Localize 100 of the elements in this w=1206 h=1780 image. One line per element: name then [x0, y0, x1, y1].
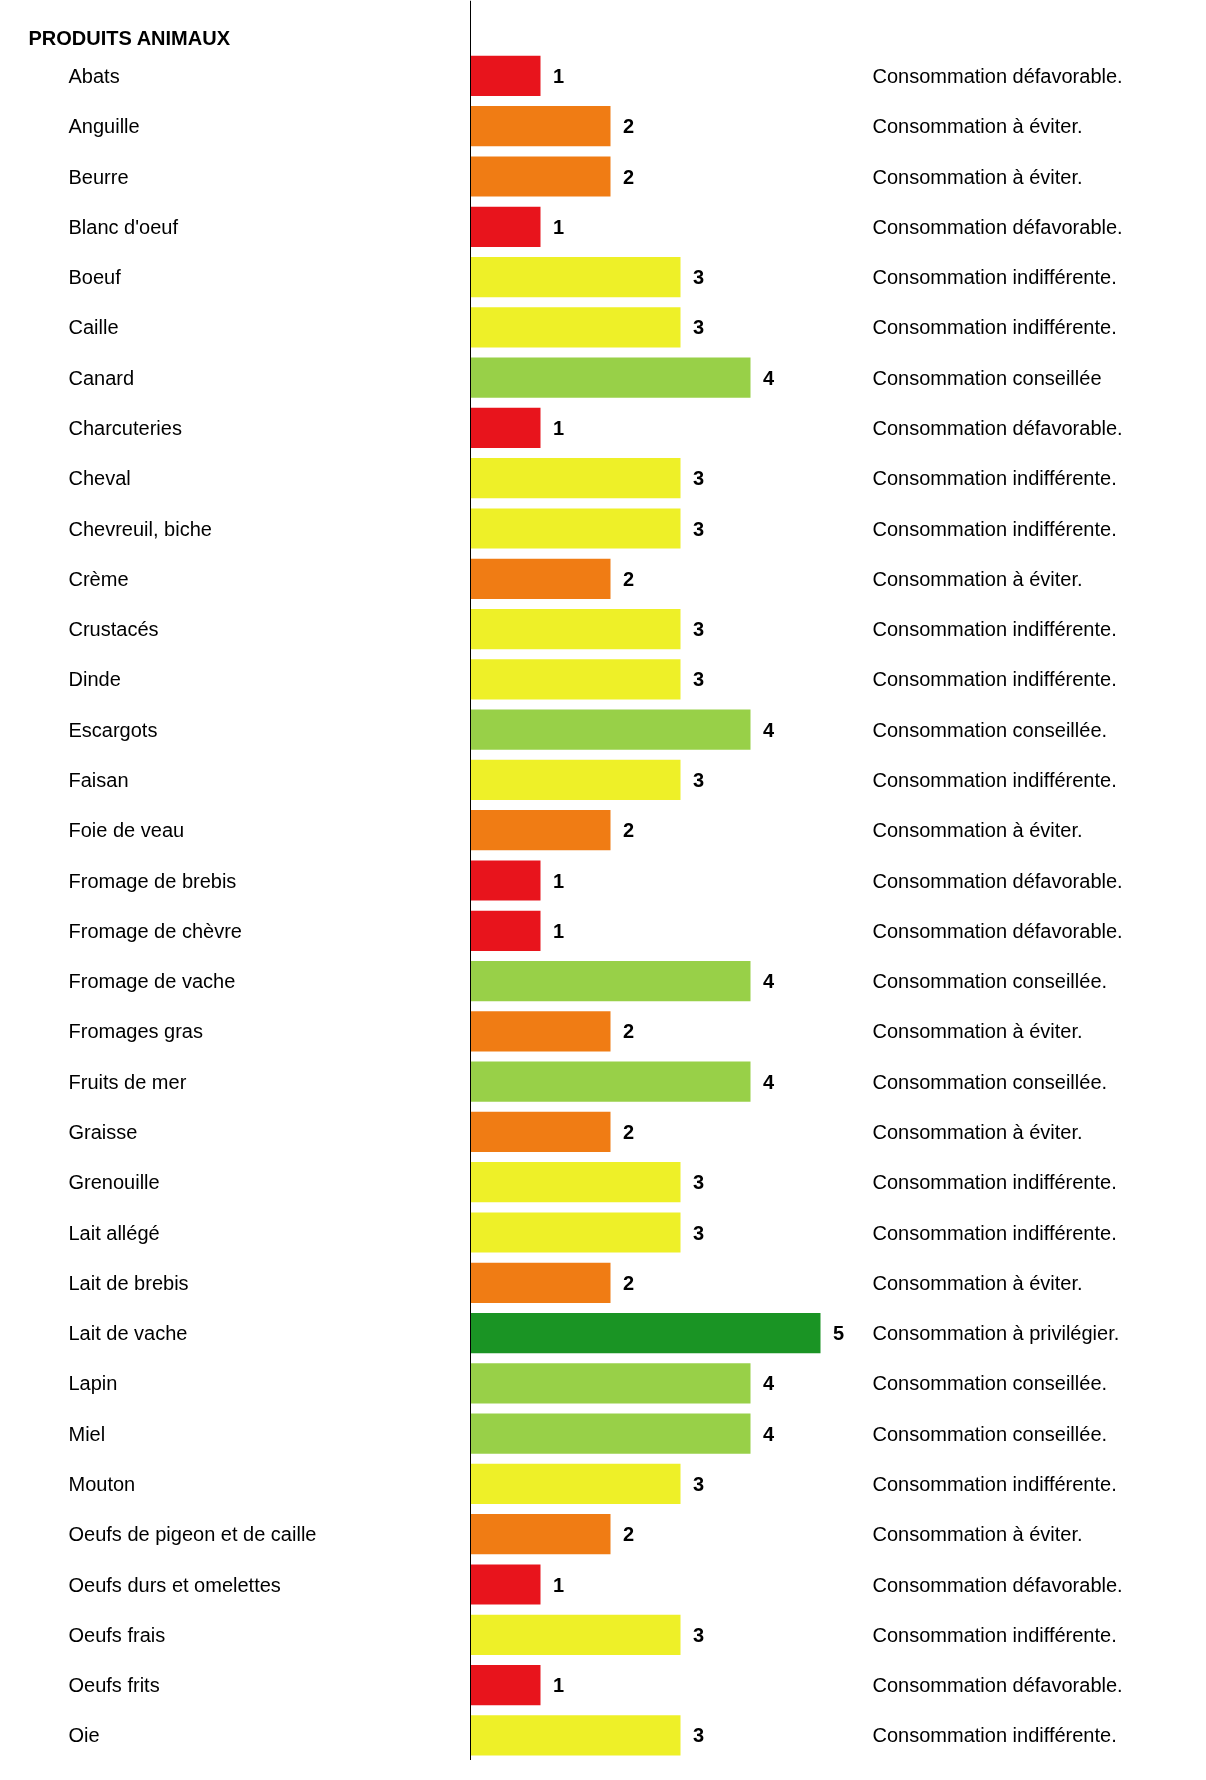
bar — [470, 1111, 611, 1153]
data-label: 2 — [623, 115, 635, 138]
data-label: 1 — [553, 64, 565, 87]
text: PRODUITS ANIMAUX — [28, 27, 231, 50]
y-tick-label: Oeufs de pigeon et de caille — [68, 1523, 317, 1546]
y-tick-label: Fromage de brebis — [68, 869, 237, 892]
text: Consommation conseillée. — [872, 1422, 1108, 1445]
data-label: 2 — [623, 1020, 635, 1043]
data-label: 1 — [553, 919, 565, 942]
bar — [470, 910, 541, 951]
bar — [470, 256, 681, 298]
data-label: 3 — [693, 1472, 705, 1495]
text: Consommation à éviter. — [872, 1271, 1083, 1294]
data-label: 1 — [553, 1674, 565, 1697]
text: Consommation indifférente. — [872, 1724, 1117, 1747]
bar — [470, 307, 681, 348]
y-tick-label: Chevreuil, biche — [68, 517, 212, 540]
text: Consommation indifférente. — [872, 316, 1117, 339]
bar — [470, 55, 541, 97]
text: Consommation défavorable. — [872, 64, 1123, 87]
data-label: 4 — [763, 718, 776, 741]
data-label: 3 — [693, 517, 705, 540]
bar — [470, 1212, 681, 1253]
y-tick-label: Escargots — [68, 718, 158, 741]
text: Consommation indifférente. — [872, 1171, 1117, 1194]
data-label: 3 — [693, 618, 705, 641]
y-tick-label: Boeuf — [68, 266, 122, 289]
data-label: 3 — [693, 316, 705, 339]
y-tick-label: Oie — [68, 1724, 100, 1747]
y-tick-label: Crème — [68, 567, 129, 590]
text: Consommation à éviter. — [872, 115, 1083, 138]
text: Consommation indifférente. — [872, 618, 1117, 641]
text: Consommation indifférente. — [872, 266, 1117, 289]
text: Consommation à éviter. — [872, 1523, 1083, 1546]
text: Consommation à éviter. — [872, 819, 1083, 842]
bar — [470, 1262, 611, 1303]
y-tick-label: Canard — [68, 366, 135, 389]
text: Consommation indifférente. — [872, 1623, 1117, 1646]
bar — [470, 1463, 681, 1505]
bar — [470, 106, 611, 147]
data-label: 3 — [693, 1221, 705, 1244]
y-tick-label: Faisan — [68, 768, 129, 791]
bar — [470, 1564, 541, 1605]
bar — [470, 508, 681, 549]
bar — [470, 1413, 751, 1454]
y-tick-label: Oeufs frais — [68, 1623, 166, 1646]
bar — [470, 810, 611, 851]
text: Consommation défavorable. — [872, 215, 1123, 238]
bar — [470, 1061, 751, 1102]
text: Consommation à éviter. — [872, 567, 1083, 590]
bar — [470, 458, 681, 499]
text: Consommation défavorable. — [872, 919, 1123, 942]
data-label: 2 — [623, 1523, 635, 1546]
y-tick-label: Oeufs durs et omelettes — [68, 1573, 281, 1596]
data-label: 1 — [553, 869, 565, 892]
y-tick-label: Crustacés — [68, 618, 159, 641]
data-label: 5 — [833, 1322, 845, 1345]
data-label: 2 — [623, 1271, 635, 1294]
text: Consommation défavorable. — [872, 1573, 1123, 1596]
y-tick-label: Miel — [68, 1422, 106, 1445]
bar — [470, 558, 611, 599]
data-label: 4 — [763, 1372, 776, 1395]
data-label: 2 — [623, 1120, 635, 1143]
y-tick-label: Lapin — [68, 1372, 118, 1395]
y-tick-label: Foie de veau — [68, 819, 185, 842]
bar — [470, 407, 541, 449]
y-tick-label: Graisse — [68, 1120, 138, 1143]
data-label: 3 — [693, 1623, 705, 1646]
text: Consommation à éviter. — [872, 1120, 1083, 1143]
y-tick-label: Charcuteries — [68, 416, 182, 439]
bar — [470, 960, 751, 1002]
text: Consommation à éviter. — [872, 1020, 1083, 1043]
y-tick-label: Fruits de mer — [68, 1070, 187, 1093]
data-label: 2 — [623, 819, 635, 842]
bar — [470, 759, 681, 801]
bar — [470, 156, 611, 197]
y-tick-label: Beurre — [68, 165, 129, 188]
bar — [470, 1514, 611, 1555]
data-label: 4 — [763, 1422, 776, 1445]
text: Consommation à éviter. — [872, 165, 1083, 188]
data-label: 2 — [623, 567, 635, 590]
bar — [470, 1011, 611, 1052]
data-label: 3 — [693, 266, 705, 289]
y-tick-label: Lait de brebis — [68, 1271, 189, 1294]
y-tick-label: Fromage de chèvre — [68, 919, 242, 942]
text: Consommation défavorable. — [872, 416, 1123, 439]
y-tick-label: Anguille — [68, 115, 140, 138]
data-label: 1 — [553, 215, 565, 238]
text: Consommation conseillée — [872, 366, 1102, 389]
data-label: 3 — [693, 1724, 705, 1747]
text: Consommation conseillée. — [872, 970, 1108, 993]
text: Consommation indifférente. — [872, 467, 1117, 490]
data-label: 2 — [623, 165, 635, 188]
data-label: 4 — [763, 1070, 776, 1093]
bar — [470, 1715, 681, 1756]
y-tick-label: Dinde — [68, 668, 121, 691]
bar — [470, 1162, 681, 1203]
text: Consommation indifférente. — [872, 1472, 1117, 1495]
y-tick-label: Fromages gras — [68, 1020, 203, 1043]
text: Consommation indifférente. — [872, 668, 1117, 691]
